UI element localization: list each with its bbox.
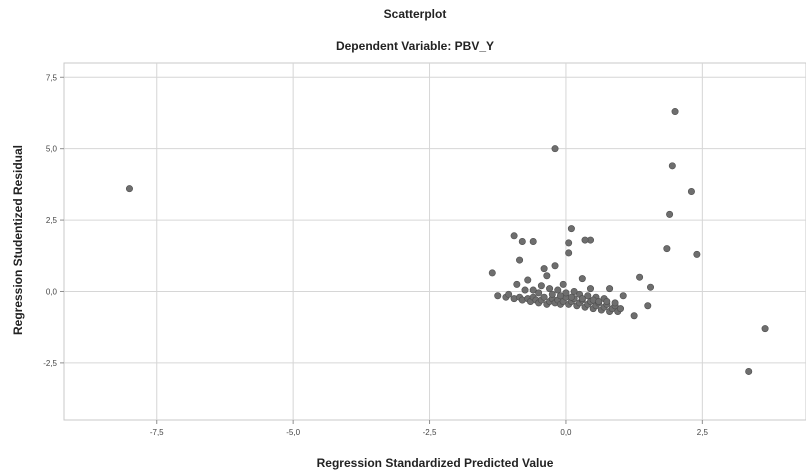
scatter-point: [546, 285, 554, 293]
grid-layer: [64, 63, 806, 420]
scatter-point: [516, 256, 524, 264]
points-layer: [125, 108, 769, 375]
scatter-point: [581, 236, 589, 244]
x-tick-label: 0,0: [560, 428, 572, 437]
scatter-point: [578, 275, 586, 283]
scatter-point: [125, 185, 133, 193]
scatter-point: [578, 295, 586, 303]
scatter-point: [647, 283, 655, 291]
scatter-point: [556, 292, 564, 300]
scatter-point: [630, 312, 638, 320]
scatter-point: [745, 367, 753, 375]
scatter-point: [537, 282, 545, 290]
scatter-point: [693, 250, 701, 258]
scatter-point: [761, 325, 769, 333]
y-axis-label: Regression Studentized Residual: [11, 145, 25, 335]
scatter-point: [619, 292, 627, 300]
scatter-point: [548, 290, 556, 298]
y-tick-label: 0,0: [46, 287, 58, 296]
scatter-point: [559, 280, 567, 288]
scatter-point: [554, 286, 562, 294]
x-tick-label: -7,5: [150, 428, 164, 437]
scatter-point: [603, 297, 611, 305]
scatter-point: [668, 162, 676, 170]
scatter-point: [529, 238, 537, 246]
x-tick-label: -5,0: [286, 428, 300, 437]
scatter-point: [543, 272, 551, 280]
x-tick-label: 2,5: [697, 428, 709, 437]
tick-layer: -7,5 -5,0 -2,5 0,0 2,5 7,5 5,0 2,5 0,0 -2,5: [43, 73, 708, 437]
scatter-point: [616, 305, 624, 313]
y-tick-label: -2,5: [43, 359, 57, 368]
scatter-point: [567, 225, 575, 233]
scatter-point: [510, 232, 518, 240]
scatter-point: [586, 285, 594, 293]
scatter-point: [524, 276, 532, 284]
scatter-point: [513, 280, 521, 288]
scatter-point: [565, 249, 573, 257]
scatter-point: [535, 289, 543, 297]
scatter-point: [529, 286, 537, 294]
scatter-point: [663, 245, 671, 253]
scatter-point: [505, 290, 513, 298]
scatter-point: [494, 292, 502, 300]
scatter-point: [666, 210, 674, 218]
scatter-point: [636, 273, 644, 281]
scatter-point: [551, 262, 559, 270]
chart-title: Scatterplot: [384, 7, 447, 21]
y-tick-label: 7,5: [46, 73, 58, 82]
x-axis-label: Regression Standardized Predicted Value: [317, 456, 554, 470]
scatter-point: [551, 145, 559, 153]
y-tick-label: 5,0: [46, 145, 58, 154]
scatter-point: [595, 297, 603, 305]
scatter-point: [584, 292, 592, 300]
scatter-point: [540, 265, 548, 273]
scatter-point: [562, 289, 570, 297]
scatter-point: [570, 287, 578, 295]
plot-area: [63, 62, 806, 421]
scatter-point: [518, 238, 526, 246]
scatter-point: [567, 293, 575, 301]
scatter-point: [687, 188, 695, 196]
scatter-point: [611, 299, 619, 307]
scatter-point: [521, 286, 529, 294]
x-tick-label: -2,5: [423, 428, 437, 437]
scatter-point: [488, 269, 496, 277]
plot-frame: [63, 62, 806, 421]
scatter-point: [565, 239, 573, 247]
scatter-point: [606, 285, 614, 293]
chart-subtitle: Dependent Variable: PBV_Y: [336, 39, 494, 53]
scatter-point: [644, 302, 652, 310]
scatter-point: [671, 108, 679, 116]
scatter-point: [540, 293, 548, 301]
y-tick-label: 2,5: [46, 216, 58, 225]
